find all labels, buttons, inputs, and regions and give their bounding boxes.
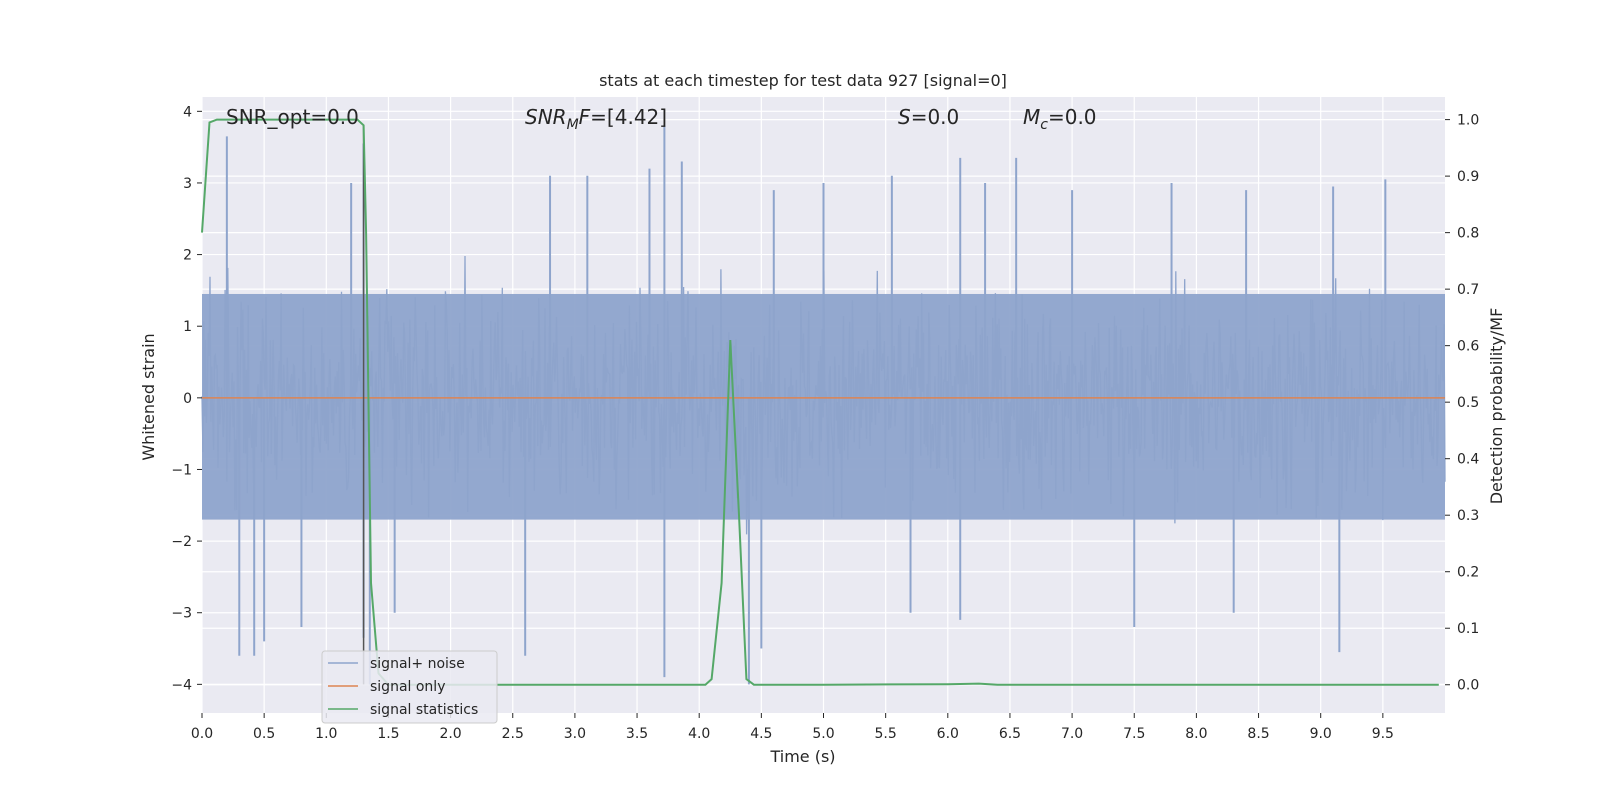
signal-statistics-line	[201, 118, 1439, 686]
x-tick-label: 0.0	[191, 726, 213, 742]
y-axis-left-ticks: 4 3 2 1 0 −1 −2 −3 −4	[171, 104, 202, 693]
x-tick-label: 6.0	[937, 726, 959, 742]
x-tick-label: 4.0	[688, 726, 710, 742]
legend-label-signal-statistics: signal statistics	[370, 702, 478, 718]
chart-title: stats at each timestep for test data 927…	[599, 71, 1007, 90]
s-symbol: S	[898, 105, 911, 129]
x-axis-ticks: 0.0 0.5 1.0 1.5 2.0 2.5 3.0 3.5 4.0 4.5 5.0 5.5 6.0 6…	[191, 713, 1394, 742]
y-left-tick-label: 4	[183, 104, 192, 120]
x-tick-label: 2.0	[439, 726, 461, 742]
mc-subscript: c	[1040, 117, 1048, 133]
series-signal-plus-noise	[201, 125, 1446, 685]
y-right-tick-label: 0.4	[1457, 452, 1479, 468]
x-tick-label: 0.5	[253, 726, 275, 742]
y-right-tick-label: 0.8	[1457, 226, 1479, 242]
y-right-tick-label: 0.6	[1457, 339, 1479, 355]
legend-box	[321, 650, 498, 724]
y-right-tick-label: 0.2	[1457, 565, 1479, 581]
s-value: =0.0	[911, 105, 960, 129]
snr-mf-value: =[4.42]	[590, 105, 667, 129]
x-tick-label: 9.0	[1310, 726, 1332, 742]
y-right-tick-label: 0.5	[1457, 395, 1479, 411]
y-right-tick-label: 0.9	[1457, 169, 1479, 185]
mc-value: =0.0	[1048, 105, 1097, 129]
x-axis-label: Time (s)	[769, 747, 835, 766]
x-tick-label: 5.5	[875, 726, 897, 742]
mc-symbol: M	[1023, 105, 1040, 129]
y-left-tick-label: 1	[183, 319, 192, 335]
snr-mf-symbol: SNR	[525, 105, 567, 129]
snr-mf-symbol-2: F	[579, 105, 591, 129]
y-right-tick-label: 0.0	[1457, 678, 1479, 694]
x-tick-label: 7.0	[1061, 726, 1083, 742]
x-tick-label: 1.5	[377, 726, 399, 742]
y-right-tick-label: 0.3	[1457, 508, 1479, 524]
y-left-tick-label: −4	[171, 677, 192, 693]
legend-label-signal-only: signal only	[370, 679, 445, 695]
annotation-snr-mf: SNRMF=[4.42]	[525, 105, 667, 133]
y-left-tick-label: 0	[183, 391, 192, 407]
y-left-tick-label: 3	[183, 176, 192, 192]
y-right-tick-label: 0.7	[1457, 282, 1479, 298]
annotation-mc: Mc=0.0	[1023, 105, 1097, 133]
y-right-tick-label: 0.1	[1457, 621, 1479, 637]
x-tick-label: 1.0	[315, 726, 337, 742]
x-tick-label: 6.5	[999, 726, 1021, 742]
x-tick-label: 9.5	[1372, 726, 1394, 742]
y-left-tick-label: 2	[183, 248, 192, 264]
legend-label-signal-plus-noise: signal+ noise	[370, 656, 465, 672]
legend: signal+ noise signal only signal statist…	[321, 650, 498, 724]
y-left-tick-label: −2	[171, 534, 192, 550]
y-left-tick-label: −3	[171, 606, 192, 622]
x-tick-label: 8.0	[1185, 726, 1207, 742]
y-axis-right-ticks: 1.0 0.9 0.8 0.7 0.6 0.5 0.4 0.3 0.2 0.1 0.0	[1445, 113, 1479, 694]
x-tick-label: 4.5	[750, 726, 772, 742]
annotation-snr-opt: SNR_opt=0.0	[226, 105, 359, 129]
y-axis-right-label: Detection probability/MF	[1487, 308, 1506, 505]
y-left-tick-label: −1	[171, 462, 192, 478]
x-tick-label: 3.5	[626, 726, 648, 742]
annotation-s: S=0.0	[898, 105, 959, 129]
x-tick-label: 7.5	[1123, 726, 1145, 742]
y-axis-left-label: Whitened strain	[139, 333, 158, 460]
snr-mf-subscript: M	[567, 117, 579, 133]
x-tick-label: 3.0	[564, 726, 586, 742]
x-tick-label: 5.0	[812, 726, 834, 742]
y-right-tick-label: 1.0	[1457, 113, 1479, 129]
x-tick-label: 8.5	[1247, 726, 1269, 742]
series-signal-statistics	[201, 118, 1439, 686]
x-tick-label: 2.5	[502, 726, 524, 742]
